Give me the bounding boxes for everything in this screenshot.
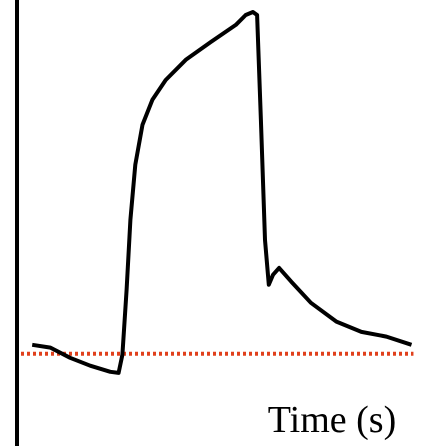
data-line <box>31 10 413 375</box>
x-axis-label: Time (s) <box>268 399 396 441</box>
